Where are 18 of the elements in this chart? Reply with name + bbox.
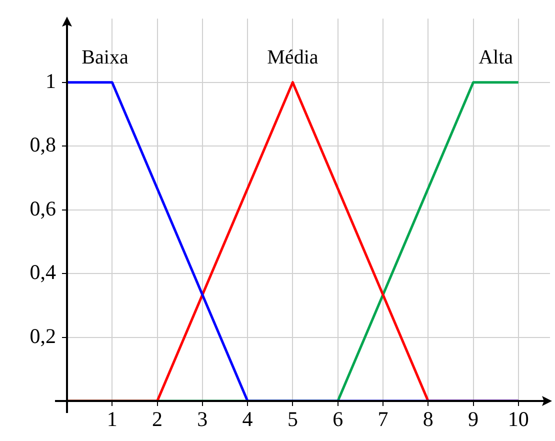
y-tick-label: 0,4 [30,260,56,284]
x-tick-label: 6 [332,407,344,432]
x-tick-label: 8 [422,407,434,432]
x-tick-label: 5 [287,407,298,432]
x-tick-label: 2 [152,407,163,432]
series-label: Alta [478,46,514,69]
x-tick-label: 7 [378,407,388,432]
x-tick-label: 10 [508,407,529,432]
y-tick-label: 0,8 [30,132,56,157]
series-label: Média [267,46,318,69]
x-tick-label: 4 [242,407,254,432]
series-label: Baixa [82,46,128,69]
y-tick-label: 0,6 [30,196,56,220]
x-tick-label: 3 [197,407,208,432]
y-tick-label: 1 [46,68,56,93]
x-tick-label: 1 [106,407,118,432]
y-tick-label: 0,2 [30,324,56,348]
x-tick-label: 9 [468,407,479,432]
